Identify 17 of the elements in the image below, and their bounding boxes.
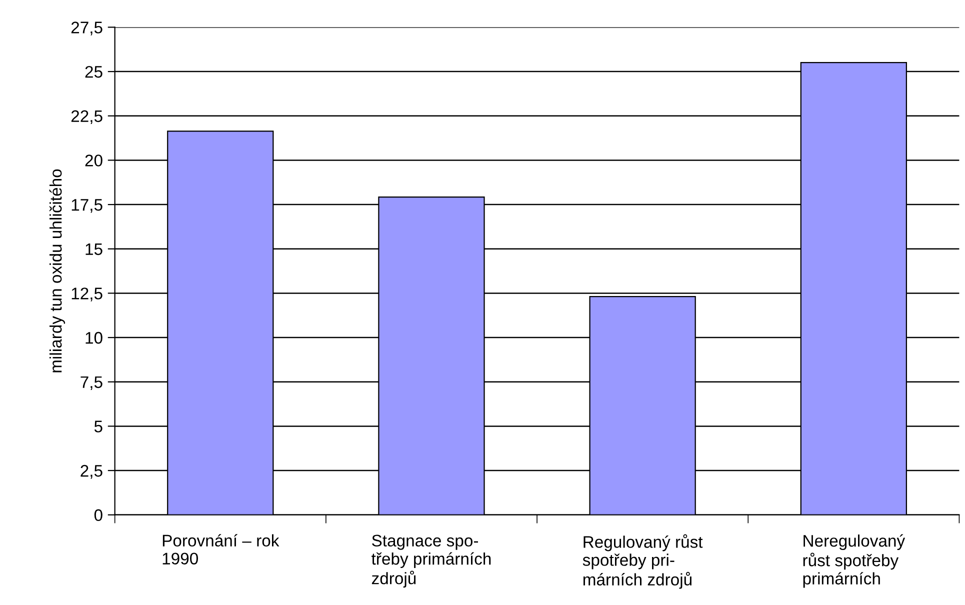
y-tick-label: 10: [86, 332, 102, 344]
x-tick-label: Porovnání – rok 1990: [162, 534, 280, 564]
y-tick-label: 2,5: [80, 464, 102, 479]
x-tick-label: Stagnace spo- třeby primárních zdrojů: [372, 534, 491, 588]
y-tick-label: 7,5: [80, 376, 102, 390]
y-tick-label: 27,5: [71, 22, 102, 36]
y-tick-label: 17,5: [72, 199, 102, 213]
y-tick-label: 20: [85, 154, 102, 166]
y-tick-label: 22,5: [71, 110, 102, 124]
x-tick-label: Neregulovaný růst spotřeby primárních: [803, 534, 906, 588]
y-tick-label: 0: [94, 509, 102, 522]
x-tick-label: Regulovaný růst spotřeby pri- márních zdrojů: [582, 534, 703, 589]
y-tick-label: 15: [86, 243, 102, 256]
y-tick-label: 25: [85, 66, 102, 78]
y-axis-title: miliardy tun oxidu uhličitého: [49, 169, 66, 372]
y-tick-label: 12,5: [72, 288, 102, 302]
y-tick-label: 5: [94, 420, 102, 432]
